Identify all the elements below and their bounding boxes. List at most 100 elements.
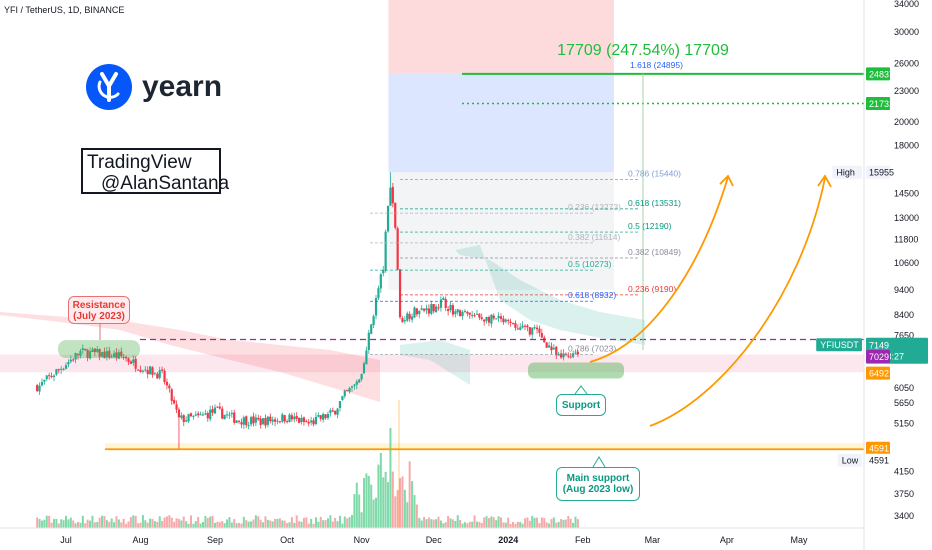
x-tick-label: 2024 [498, 535, 518, 545]
candle-body [235, 420, 238, 423]
volume-bar [113, 522, 116, 528]
candle-body [283, 415, 286, 422]
candle-body [360, 373, 363, 380]
volume-bar [360, 512, 363, 528]
candle-body [377, 288, 380, 299]
resistance-callout[interactable]: Resistance (July 2023) [68, 296, 130, 324]
volume-bar [139, 522, 142, 528]
candle-body [504, 319, 507, 322]
fib-label: 0.786 (15440) [628, 169, 681, 179]
volume-bar [471, 521, 474, 528]
volume-bar [324, 520, 327, 528]
volume-bar [504, 522, 507, 528]
volume-bar [151, 518, 154, 528]
candle-body [209, 409, 212, 420]
x-tick-label: Oct [280, 535, 295, 545]
candle-body [233, 412, 236, 423]
candle-body [43, 379, 46, 382]
candle-body [418, 310, 421, 315]
candle-body [468, 312, 471, 315]
candle-body [442, 298, 445, 300]
y-tick-label: 10600 [894, 258, 919, 268]
candle-body [62, 368, 65, 370]
volume-bar [278, 518, 281, 528]
volume-bar [40, 520, 43, 528]
candle-body [487, 317, 491, 323]
volume-bar [370, 484, 373, 528]
volume-bar [300, 521, 303, 528]
volume-bar [247, 521, 250, 528]
candle-body [552, 347, 555, 350]
volume-bar [305, 517, 308, 528]
volume-bar [91, 515, 94, 528]
symbol-header[interactable]: YFI / TetherUS, 1D, BINANCE [4, 5, 125, 15]
volume-bar [499, 517, 502, 528]
projection-arrow-1-head [719, 174, 734, 187]
candle-body [163, 370, 166, 383]
main-support-callout[interactable]: Main support (Aug 2023 low) [556, 467, 640, 501]
volume-bar [552, 517, 555, 528]
volume-bar [84, 523, 87, 528]
volume-bar [576, 519, 579, 528]
candle-body [276, 420, 279, 422]
candle-body [523, 325, 527, 327]
candle-body [475, 313, 479, 315]
volume-bar [245, 520, 248, 528]
volume-bar [502, 522, 505, 528]
volume-bar [507, 517, 510, 528]
volume-bar [459, 519, 462, 528]
volume-bar [206, 518, 209, 528]
candle-body [228, 414, 231, 416]
candle-body [112, 353, 116, 357]
candle-body [338, 401, 342, 409]
candle-body [52, 375, 56, 377]
fib-label: 0.618 (8932) [568, 290, 616, 300]
price-tag-main-support-bg [866, 441, 890, 455]
volume-bar [528, 520, 531, 528]
volume-bar [158, 516, 161, 528]
volume-bar [209, 516, 212, 528]
volume-bar [350, 515, 353, 528]
candle-body [269, 416, 272, 422]
low-label-bg [837, 453, 862, 467]
volume-bar [367, 475, 370, 528]
candle-body [69, 359, 72, 362]
candle-body [261, 418, 265, 425]
candle-body [362, 363, 366, 374]
volume-bar [384, 471, 387, 528]
candle-body [218, 406, 221, 409]
volume-bar [177, 518, 180, 528]
volume-bar [257, 516, 260, 528]
candle-body [355, 381, 358, 385]
candle-body [139, 369, 142, 372]
volume-bar [127, 521, 130, 528]
candle-body [456, 309, 459, 313]
volume-bar [425, 519, 428, 528]
volume-bar [437, 516, 440, 528]
volume-bar [276, 518, 279, 528]
volume-bar [93, 522, 96, 528]
candle-body [240, 422, 243, 425]
symbol-label: YFIUSDT [820, 340, 859, 350]
y-tick-label: 34000 [894, 0, 919, 9]
volume-bar [379, 453, 382, 528]
candle-body [189, 413, 193, 417]
candle-body [374, 298, 378, 316]
candle-body [103, 351, 106, 359]
candle-body [461, 312, 464, 317]
volume-bar [105, 520, 108, 528]
fib-label: 0.382 (10849) [628, 247, 681, 257]
candle-body [151, 367, 154, 375]
volume-bar [161, 520, 164, 528]
candle-body [326, 413, 330, 419]
price-tag-target-2-bg [866, 97, 890, 111]
candle-body [454, 311, 457, 315]
volume-bar [538, 523, 541, 528]
candle-body [216, 406, 219, 408]
volume-bar [69, 517, 72, 528]
candle-body [410, 316, 414, 320]
fib-label: 0.5 (12190) [628, 221, 672, 231]
volume-bar [509, 523, 512, 528]
support-callout[interactable]: Support [556, 394, 606, 416]
